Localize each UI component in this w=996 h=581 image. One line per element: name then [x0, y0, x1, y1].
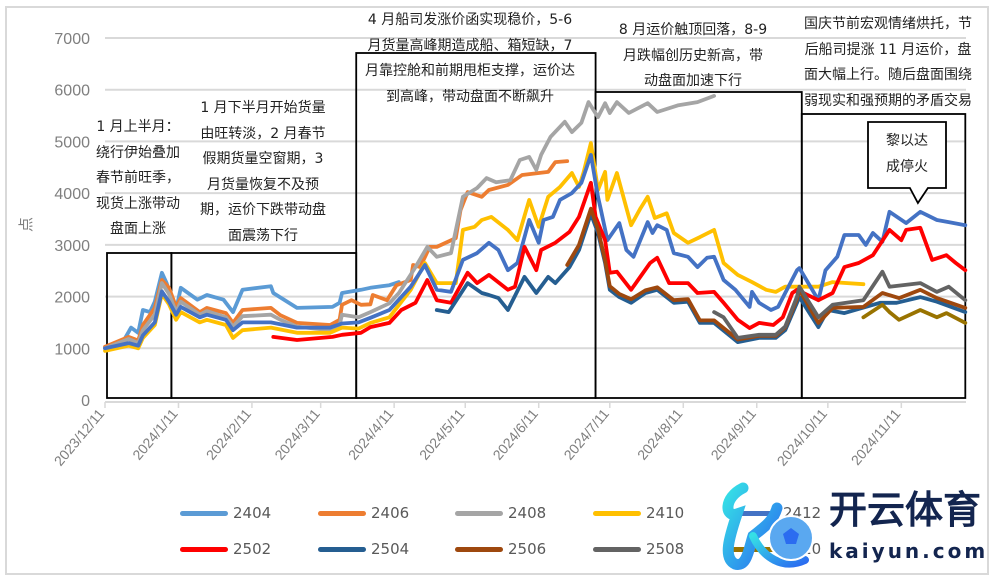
- x-tick-label: 2023/12/11: [51, 405, 108, 468]
- legend-item-2404: 2404: [180, 503, 271, 523]
- legend-item-2408: 2408: [455, 503, 546, 523]
- annotation-line: 动盘面加速下行: [644, 73, 742, 89]
- annotation-line: 4 月船司发涨价函实现稳价，5-6: [367, 12, 573, 28]
- y-tick-label: 3000: [54, 238, 90, 255]
- x-tick-label: 2024/5/11: [416, 405, 468, 462]
- annotation-text-1: 1 月上半月： 绕行伊始叠加 春节前旺季， 现货上涨带动 盘面上涨: [79, 115, 197, 243]
- annotation-line: 面震荡下行: [228, 227, 298, 244]
- annotation-line: 假期货量空窗期，3: [202, 151, 324, 167]
- series-line-2508: [712, 269, 968, 340]
- annotation-line: 盘面上涨: [110, 221, 166, 237]
- x-tick-label: 2024/10/11: [774, 405, 831, 468]
- legend-item-2406: 2406: [318, 503, 409, 523]
- legend-label: 2506: [508, 540, 547, 558]
- y-tick-label: 2000: [54, 290, 90, 307]
- annotation-line: 绕行伊始叠加: [96, 144, 180, 161]
- legend-label: 2504: [371, 540, 410, 558]
- series-line-2408: [103, 94, 716, 351]
- legend-swatch: [455, 510, 503, 516]
- legend-label: 2508: [646, 540, 685, 558]
- legend-label: 2406: [371, 504, 410, 522]
- x-tick-label: 2024/1/11: [129, 405, 181, 462]
- annotation-box: [800, 113, 967, 399]
- annotation-text-4: 8 月运价触顶回落，8-9 月跌幅创历史新高，带 动盘面加速下行: [603, 18, 783, 95]
- series-line-2502: [271, 180, 968, 342]
- legend-swatch: [730, 510, 778, 516]
- watermark-cn: 开云体育: [829, 488, 982, 532]
- y-tick-label: 6000: [54, 83, 90, 100]
- callout-text: 黎以达 成停火: [868, 129, 946, 180]
- annotation-line: 月货量恢复不及预: [207, 176, 319, 193]
- annotation-line: 弱现实和强预期的矛盾交易: [804, 92, 972, 109]
- x-tick-label: 2024/7/11: [560, 405, 612, 462]
- y-tick-label: 0: [81, 393, 90, 410]
- annotation-text-2: 1 月下半月开始货量 由旺转淡，2 月春节 假期货量空窗期，3 月货量恢复不及预…: [183, 96, 343, 249]
- y-tick-label: 4000: [54, 186, 90, 203]
- series-line-2410: [103, 141, 866, 353]
- annotation-line: 后船司提涨 11 月运价，盘: [804, 41, 972, 58]
- legend-item-2502: 2502: [180, 539, 271, 559]
- legend-swatch: [455, 546, 503, 552]
- annotation-line: 1 月下半月开始货量: [200, 100, 326, 116]
- annotation-line: 面大幅上行。随后盘面围绕: [804, 67, 972, 83]
- series-line-2510: [861, 302, 968, 325]
- legend-swatch: [593, 510, 641, 516]
- legend-label: 2502: [233, 540, 272, 558]
- legend-swatch: [180, 546, 228, 552]
- legend-swatch: [318, 546, 366, 552]
- y-tick-label: 7000: [54, 31, 90, 48]
- annotation-line: 月货量高峰期造成船、箱短缺，7: [367, 37, 573, 54]
- legend-item-2504: 2504: [318, 539, 409, 559]
- legend-swatch: [318, 510, 366, 516]
- annotation-text-5: 国庆节前宏观情绪烘托，节 后船司提涨 11 月运价，盘 面大幅上行。随后盘面围绕…: [790, 12, 986, 114]
- annotation-line: 到高峰，带动盘面不断飙升: [386, 88, 554, 105]
- watermark-logo: 开云体育 kaiyun.com: [713, 478, 988, 576]
- annotation-line: 春节前旺季，: [96, 170, 180, 186]
- legend-item-2508: 2508: [593, 539, 684, 559]
- series-line-2412: [103, 153, 968, 351]
- legend-label: 2410: [646, 504, 685, 522]
- annotation-line: 月靠控舱和前期甩柜支撑，运价达: [365, 63, 575, 79]
- x-tick-label: 2024/11/11: [848, 405, 904, 468]
- watermark-en: kaiyun.com: [829, 539, 989, 563]
- x-tick-label: 2024/8/11: [634, 405, 686, 462]
- annotation-line: 1 月上半月：: [96, 119, 180, 135]
- legend-item-2506: 2506: [455, 539, 546, 559]
- x-tick-label: 2024/9/11: [707, 405, 759, 462]
- y-axis-label: 点: [17, 216, 36, 233]
- annotation-line: 国庆节前宏观情绪烘托，节: [804, 16, 972, 32]
- annotation-line: 月跌幅创历史新高，带: [623, 47, 763, 64]
- annotation-text-3: 4 月船司发涨价函实现稳价，5-6 月货量高峰期造成船、箱短缺，7 月靠控舱和前…: [350, 8, 590, 110]
- legend-item-2410: 2410: [593, 503, 684, 523]
- kaiyun-logo-icon: [722, 482, 814, 570]
- x-tick-label: 2024/6/11: [489, 405, 541, 462]
- legend-label: 2408: [508, 504, 547, 522]
- callout-bubble: [867, 121, 947, 205]
- callout-line: 成停火: [886, 158, 928, 175]
- y-tick-label: 1000: [54, 341, 90, 358]
- annotation-line: 期，运价下跌带动盘: [200, 202, 326, 218]
- annotation-line: 现货上涨带动: [96, 195, 180, 212]
- callout-line: 黎以达: [886, 133, 928, 149]
- y-tick-label: 5000: [54, 134, 90, 151]
- annotation-line: 8 月运价触顶回落，8-9: [618, 22, 768, 38]
- x-tick-label: 2024/4/11: [345, 405, 397, 462]
- legend-label: 2404: [233, 504, 272, 522]
- annotation-line: 由旺转淡，2 月春节: [200, 125, 326, 142]
- chart-frame: [5, 6, 989, 575]
- series-line-2506: [565, 206, 968, 342]
- series-line-2406: [103, 159, 570, 349]
- series-line-2404: [103, 270, 401, 351]
- legend-swatch: [593, 546, 641, 552]
- x-tick-label: 2024/3/11: [271, 405, 323, 462]
- legend-swatch: [180, 510, 228, 516]
- x-tick-label: 2024/2/11: [203, 405, 255, 462]
